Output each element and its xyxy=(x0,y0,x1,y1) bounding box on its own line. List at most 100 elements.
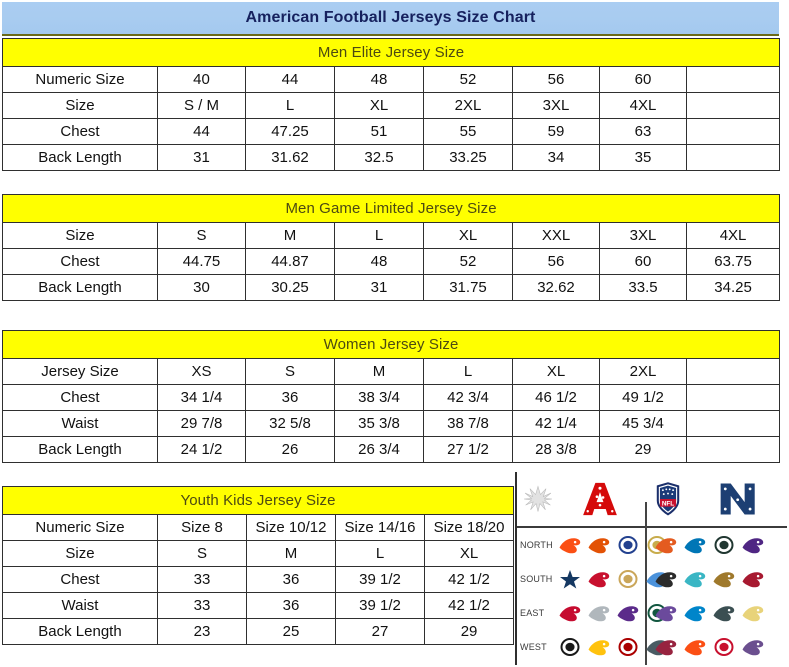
value-cell: 34.25 xyxy=(685,274,781,301)
value-cell: 52 xyxy=(423,248,513,275)
table-block-youth-kids: Youth Kids Jersey Size Numeric Size Size 8… xyxy=(1,486,515,645)
value-cell: XL xyxy=(423,222,513,249)
size-table-women: Women Jersey Size Jersey Size XS S M L XL 2XL Ch… xyxy=(1,330,781,463)
division-label: EAST xyxy=(520,608,545,618)
nfc-team-group xyxy=(645,533,787,557)
value-cell: 36 xyxy=(246,592,336,619)
conference-divider xyxy=(645,502,647,665)
afc-logo xyxy=(559,481,641,517)
value-cell: 27 xyxy=(335,618,425,645)
row-label: Chest xyxy=(2,384,158,411)
page-title: American Football Jerseys Size Chart xyxy=(245,9,536,26)
table-row: Jersey Size XS S M L XL 2XL xyxy=(2,358,781,385)
value-cell: 30.25 xyxy=(245,274,335,301)
value-cell: 24 1/2 xyxy=(157,436,246,463)
table-row: Size S M L XL xyxy=(2,540,515,567)
row-label: Size xyxy=(2,92,158,119)
section-band-women: Women Jersey Size xyxy=(1,330,781,359)
value-cell: 44 xyxy=(157,118,246,145)
empty-cell xyxy=(685,358,781,385)
table-row: Back Length 23 25 27 29 xyxy=(2,618,515,645)
value-cell: XL xyxy=(334,92,424,119)
value-cell: XXL xyxy=(512,222,600,249)
value-cell: 44 xyxy=(245,66,335,93)
nfl-shield-logo: NFL xyxy=(641,482,695,516)
nfc-team-group xyxy=(645,601,787,625)
value-cell: 48 xyxy=(334,66,424,93)
nfc-team-group xyxy=(645,567,787,591)
value-cell: 39 1/2 xyxy=(335,566,425,593)
afc-team-group xyxy=(557,567,667,591)
row-label: Waist xyxy=(2,592,158,619)
value-cell: 51 xyxy=(334,118,424,145)
row-label: Back Length xyxy=(2,618,158,645)
value-cell: 42 3/4 xyxy=(423,384,513,411)
value-cell: 26 3/4 xyxy=(334,436,424,463)
team-logo-buccaneers-icon xyxy=(742,572,763,588)
row-label: Back Length xyxy=(2,436,158,463)
table-row: Back Length 30 30.25 31 31.75 32.62 33.5 34.25 xyxy=(2,274,781,301)
value-cell: 48 xyxy=(334,248,424,275)
section-title-cell: Men Game Limited Jersey Size xyxy=(1,194,781,223)
division-rows: NORTH SOUTH EAST WEST xyxy=(517,528,787,664)
value-cell: 30 xyxy=(157,274,246,301)
empty-cell xyxy=(685,92,781,119)
value-cell: Size 8 xyxy=(157,514,247,541)
value-cell: M xyxy=(334,358,424,385)
value-cell: 3XL xyxy=(512,92,600,119)
value-cell: 23 xyxy=(157,618,247,645)
chart-title-bar: American Football Jerseys Size Chart xyxy=(2,2,779,36)
team-logo-chargers-icon xyxy=(588,640,609,656)
value-cell: 49 1/2 xyxy=(599,384,687,411)
value-cell: 33.5 xyxy=(599,274,687,301)
value-cell: 42 1/2 xyxy=(423,566,515,593)
table-row: Waist 33 36 39 1/2 42 1/2 xyxy=(2,592,515,619)
value-cell: 33.25 xyxy=(423,144,513,171)
value-cell: S xyxy=(245,358,335,385)
value-cell: 33 xyxy=(157,566,247,593)
value-cell: 40 xyxy=(157,66,246,93)
nfl-teams-panel: NFL xyxy=(515,472,787,665)
value-cell: S / M xyxy=(157,92,246,119)
team-logo-redskins-icon xyxy=(742,606,763,622)
team-logo-broncos-icon xyxy=(684,640,705,656)
value-cell: 32.62 xyxy=(512,274,600,301)
size-table-men-game-limited: Men Game Limited Jersey Size Size S M L XL XXL… xyxy=(1,194,781,301)
sunburst-icon xyxy=(517,485,559,513)
value-cell: 38 3/4 xyxy=(334,384,424,411)
value-cell: 34 1/4 xyxy=(157,384,246,411)
row-label: Chest xyxy=(2,248,158,275)
section-band-youth-kids: Youth Kids Jersey Size xyxy=(1,486,515,515)
section-band-men-game-limited: Men Game Limited Jersey Size xyxy=(1,194,781,223)
team-logo-panthers-icon xyxy=(684,606,705,622)
value-cell: 46 1/2 xyxy=(512,384,600,411)
value-cell: Size 18/20 xyxy=(423,514,515,541)
division-label: WEST xyxy=(520,642,547,652)
team-logo-bengals-icon xyxy=(559,538,580,554)
team-logo-browns-icon xyxy=(588,538,609,554)
value-cell: 44.87 xyxy=(245,248,335,275)
value-cell: XL xyxy=(423,540,515,567)
value-cell: 42 1/4 xyxy=(512,410,600,437)
value-cell: 31 xyxy=(334,274,424,301)
row-label: Size xyxy=(2,222,158,249)
table-row: Size S / M L XL 2XL 3XL 4XL xyxy=(2,92,781,119)
table-row: Back Length 24 1/2 26 26 3/4 27 1/2 28 3/8 29 xyxy=(2,436,781,463)
table-row: Waist 29 7/8 32 5/8 35 3/8 38 7/8 42 1/4 45 3/… xyxy=(2,410,781,437)
value-cell: 26 xyxy=(245,436,335,463)
size-table-youth-kids: Youth Kids Jersey Size Numeric Size Size 8… xyxy=(1,486,515,645)
team-logo-49ers-icon xyxy=(618,638,638,656)
section-band-men-elite: Men Elite Jersey Size xyxy=(1,38,781,67)
svg-text:NFL: NFL xyxy=(662,500,674,507)
division-row: EAST xyxy=(517,596,787,630)
team-logo-cardinals-icon xyxy=(655,640,676,656)
value-cell: 32 5/8 xyxy=(245,410,335,437)
value-cell: XL xyxy=(512,358,600,385)
empty-cell xyxy=(685,410,781,437)
team-logo-jaguars-icon xyxy=(713,572,734,588)
value-cell: 44.75 xyxy=(157,248,246,275)
value-cell: 29 xyxy=(599,436,687,463)
table-row: Chest 44.75 44.87 48 52 56 60 63.75 xyxy=(2,248,781,275)
value-cell: 28 3/8 xyxy=(512,436,600,463)
